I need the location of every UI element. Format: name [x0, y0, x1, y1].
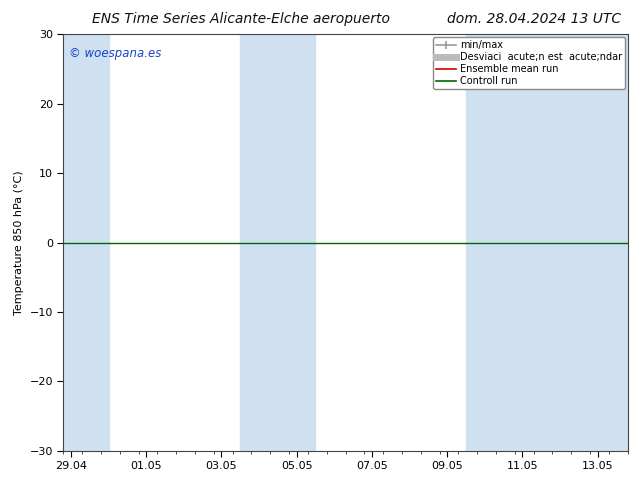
Text: © woespana.es: © woespana.es: [69, 47, 162, 60]
Legend: min/max, Desviaci  acute;n est  acute;ndar, Ensemble mean run, Controll run: min/max, Desviaci acute;n est acute;ndar…: [434, 37, 624, 89]
Y-axis label: Temperature 850 hPa (°C): Temperature 850 hPa (°C): [14, 170, 24, 315]
Text: ENS Time Series Alicante-Elche aeropuerto: ENS Time Series Alicante-Elche aeropuert…: [92, 12, 390, 26]
Text: dom. 28.04.2024 13 UTC: dom. 28.04.2024 13 UTC: [447, 12, 621, 26]
Bar: [466, 34, 628, 451]
Bar: [63, 34, 108, 451]
Bar: [240, 34, 316, 451]
